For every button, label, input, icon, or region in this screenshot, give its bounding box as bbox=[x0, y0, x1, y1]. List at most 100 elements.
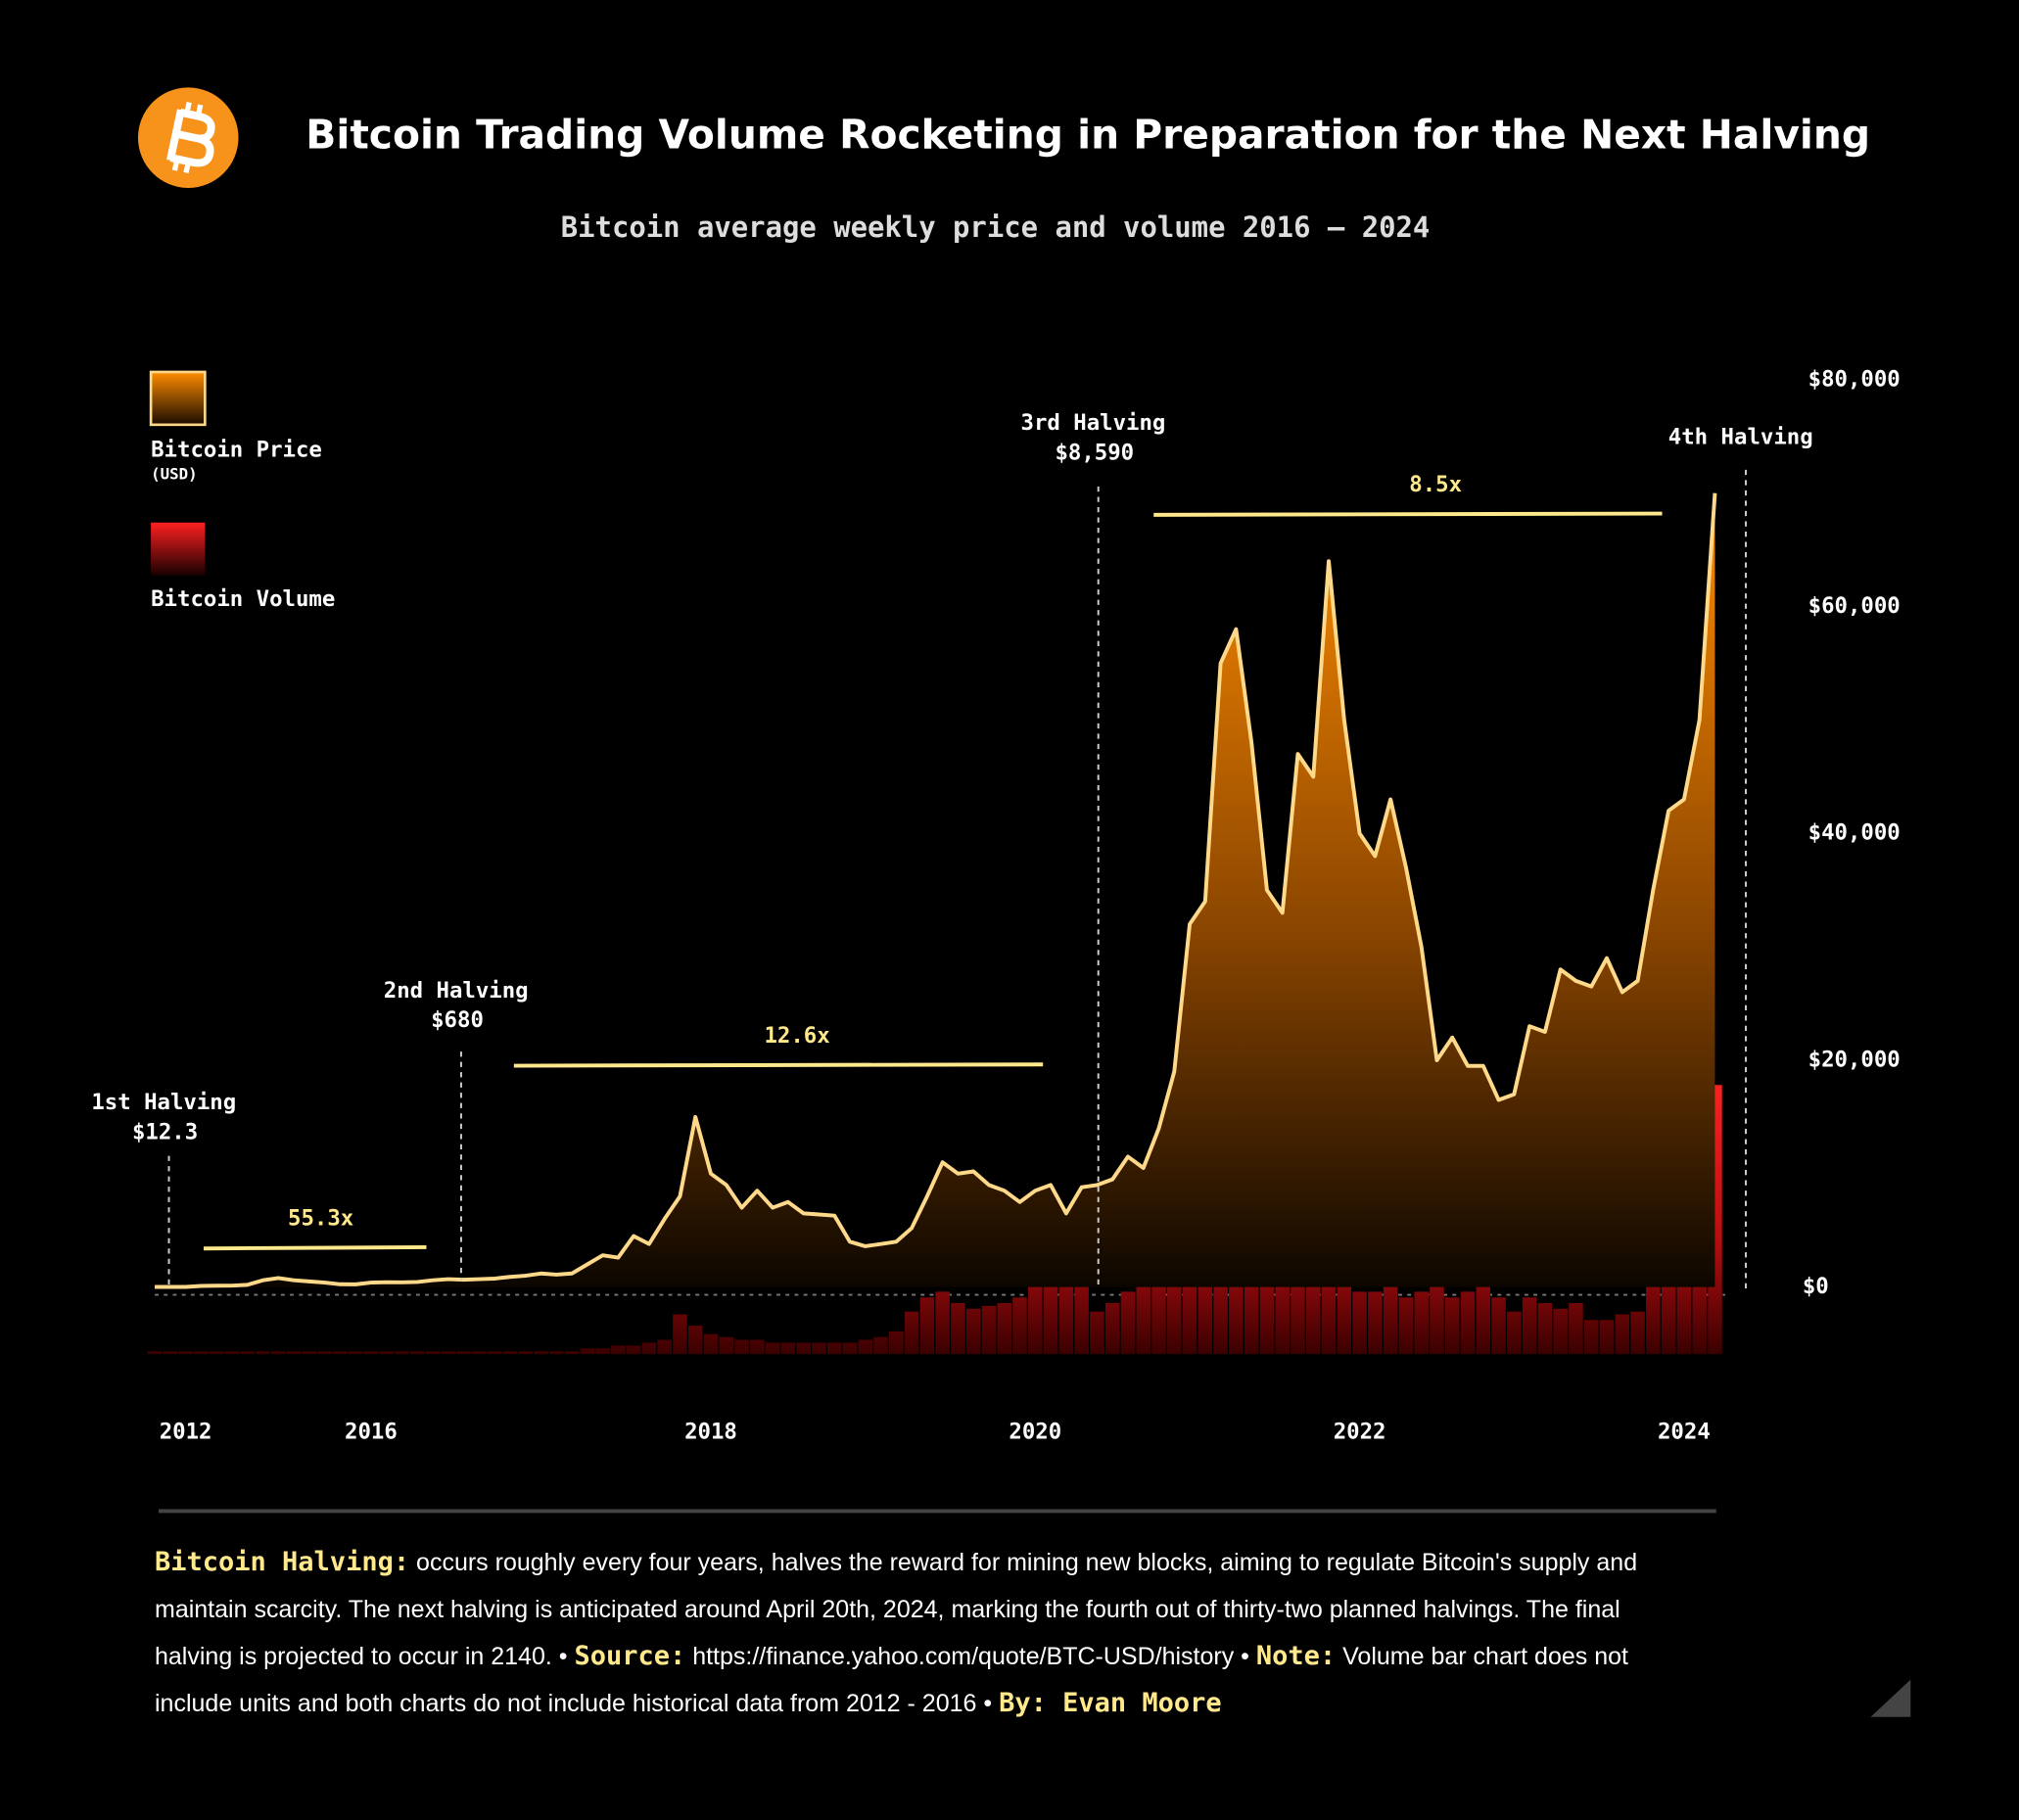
volume-bar bbox=[1306, 1275, 1321, 1355]
volume-bar bbox=[1136, 1275, 1150, 1355]
footer: Bitcoin Halving: occurs roughly every fo… bbox=[155, 1539, 1692, 1727]
volume-bar bbox=[1120, 1291, 1136, 1355]
volume-bar bbox=[1630, 1311, 1645, 1355]
volume-bar bbox=[765, 1342, 780, 1355]
volume-bar bbox=[812, 1342, 826, 1355]
volume-bar bbox=[1321, 1269, 1337, 1355]
footer-text: occurs roughly every four years, halves … bbox=[155, 1549, 1638, 1670]
volume-bar bbox=[256, 1351, 270, 1355]
volume-bar bbox=[981, 1305, 997, 1355]
volume-bar bbox=[673, 1314, 687, 1355]
volume-bar bbox=[302, 1351, 317, 1355]
halving-label: 2nd Halving bbox=[384, 978, 529, 1003]
volume-bar bbox=[1460, 1291, 1476, 1355]
footer-text: Volume bar chart does not include units … bbox=[155, 1643, 1628, 1717]
multiplier-line bbox=[513, 1062, 1044, 1068]
volume-bar bbox=[564, 1351, 580, 1355]
volume-bar bbox=[889, 1330, 904, 1355]
volume-bar bbox=[534, 1351, 548, 1355]
halving-price: $8,590 bbox=[1055, 440, 1134, 465]
footer-heading: Note: bbox=[1255, 1641, 1337, 1671]
volume-bar bbox=[178, 1351, 193, 1355]
volume-bar bbox=[348, 1351, 363, 1355]
corner-mark bbox=[1870, 1679, 1911, 1717]
volume-bar bbox=[842, 1342, 858, 1355]
volume-bar bbox=[580, 1348, 595, 1355]
halving-price: $12.3 bbox=[132, 1119, 198, 1144]
volume-bar bbox=[750, 1339, 765, 1355]
volume-bar bbox=[456, 1351, 471, 1355]
legend-swatch-price bbox=[149, 370, 207, 427]
volume-bar bbox=[1275, 1283, 1290, 1355]
volume-bar bbox=[626, 1345, 641, 1355]
legend-unit: (USD) bbox=[151, 465, 197, 484]
volume-bar bbox=[873, 1336, 888, 1355]
volume-bar bbox=[1476, 1283, 1491, 1355]
x-tick-label: 2022 bbox=[1334, 1420, 1386, 1445]
volume-bar bbox=[951, 1302, 965, 1355]
legend-swatch-volume bbox=[151, 522, 206, 576]
volume-bar bbox=[734, 1339, 749, 1355]
volume-bar bbox=[409, 1351, 425, 1355]
volume-bar bbox=[826, 1342, 842, 1355]
volume-bar bbox=[687, 1326, 703, 1355]
volume-bar bbox=[224, 1351, 240, 1355]
volume-bar bbox=[147, 1351, 163, 1355]
volume-bar bbox=[935, 1291, 950, 1355]
y-tick-label: $60,000 bbox=[1808, 593, 1901, 619]
price-area bbox=[155, 492, 1715, 1287]
volume-bar bbox=[441, 1351, 456, 1355]
volume-bar bbox=[548, 1351, 564, 1355]
volume-bar bbox=[1599, 1320, 1615, 1355]
x-tick-label: 2024 bbox=[1658, 1420, 1711, 1445]
multiplier-label: 12.6x bbox=[764, 1023, 829, 1049]
volume-bar bbox=[1259, 1269, 1275, 1355]
volume-bar bbox=[286, 1351, 302, 1355]
volume-bar bbox=[1537, 1302, 1553, 1355]
halving-label: 1st Halving bbox=[91, 1090, 236, 1115]
halving-price: $680 bbox=[431, 1007, 484, 1033]
volume-bar bbox=[1028, 1283, 1043, 1355]
x-tick-label: 2012 bbox=[160, 1420, 212, 1445]
volume-bar bbox=[1615, 1314, 1630, 1355]
volume-bar bbox=[1414, 1291, 1429, 1355]
multiplier-label: 8.5x bbox=[1409, 472, 1462, 497]
volume-bar bbox=[240, 1351, 255, 1355]
volume-bar bbox=[271, 1351, 286, 1355]
title: Bitcoin Trading Volume Rocketing in Prep… bbox=[305, 112, 1870, 159]
volume-bar bbox=[1491, 1297, 1506, 1355]
volume-bar bbox=[611, 1345, 626, 1355]
volume-bar bbox=[919, 1297, 935, 1355]
legend-label: Bitcoin Price bbox=[151, 438, 322, 463]
volume-bar bbox=[1368, 1291, 1383, 1355]
volume-bar bbox=[965, 1308, 981, 1355]
volume-bar bbox=[657, 1339, 672, 1355]
volume-bar bbox=[209, 1351, 224, 1355]
volume-bar bbox=[1383, 1283, 1398, 1355]
volume-bar bbox=[1352, 1291, 1367, 1355]
volume-bar bbox=[487, 1351, 502, 1355]
multiplier-line bbox=[204, 1244, 427, 1251]
volume-bar bbox=[395, 1351, 409, 1355]
volume-bar bbox=[1398, 1297, 1414, 1355]
volume-bar bbox=[379, 1351, 394, 1355]
x-tick-label: 2018 bbox=[684, 1420, 737, 1445]
subtitle: Bitcoin average weekly price and volume … bbox=[561, 210, 1431, 244]
volume-bar bbox=[1012, 1297, 1027, 1355]
price-line bbox=[155, 492, 1717, 1289]
halving-label: 4th Halving bbox=[1668, 424, 1813, 449]
volume-bar bbox=[363, 1351, 379, 1355]
bitcoin-logo bbox=[137, 87, 239, 188]
volume-bar bbox=[780, 1342, 796, 1355]
volume-bar bbox=[194, 1351, 209, 1355]
volume-bar bbox=[641, 1342, 657, 1355]
volume-bar bbox=[1104, 1302, 1120, 1355]
y-tick-label: $80,000 bbox=[1808, 366, 1901, 392]
volume-bar bbox=[163, 1351, 178, 1355]
volume-bar bbox=[858, 1339, 873, 1355]
footer-heading: Source: bbox=[574, 1641, 686, 1671]
volume-bar bbox=[1583, 1320, 1599, 1355]
volume-bar bbox=[1444, 1297, 1460, 1355]
volume-bar bbox=[317, 1351, 332, 1355]
x-tick-label: 2016 bbox=[345, 1420, 398, 1445]
